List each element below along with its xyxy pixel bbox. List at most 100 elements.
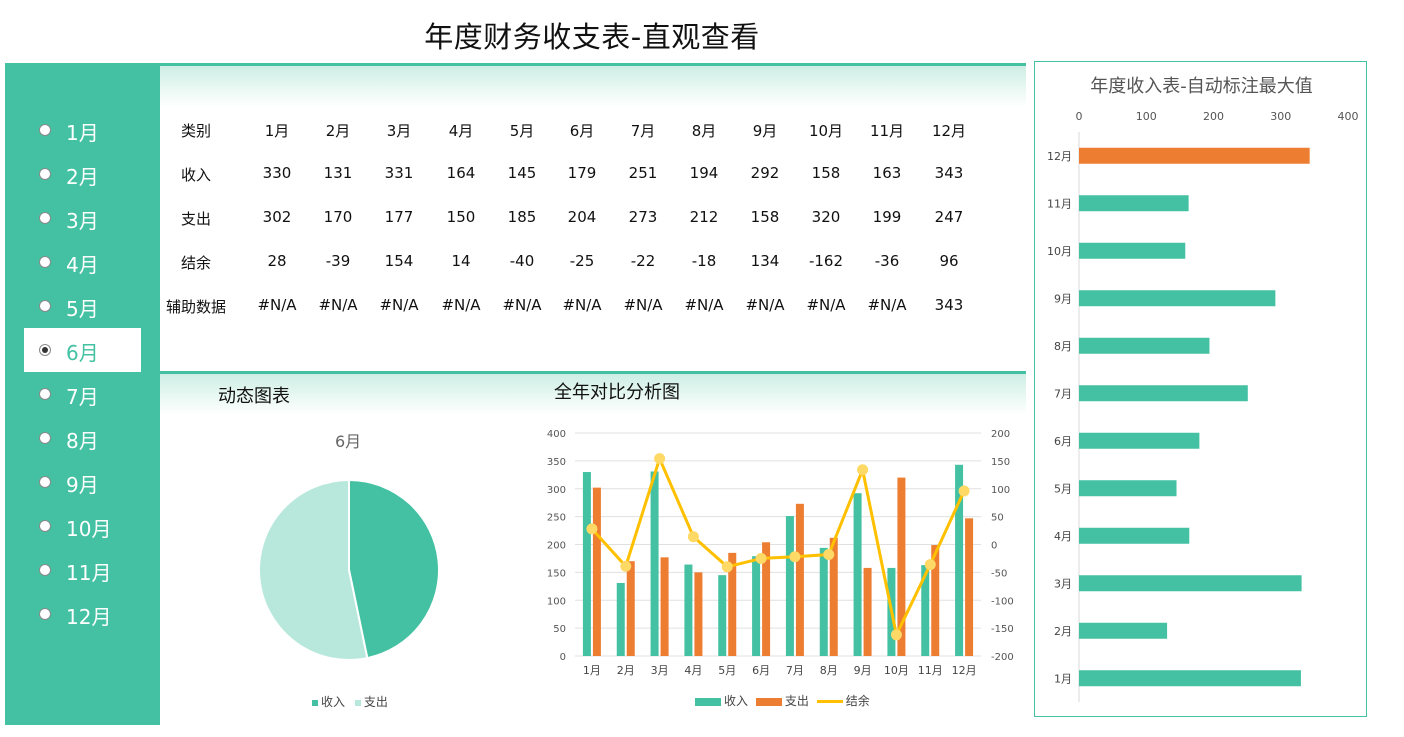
month-option-9[interactable]: 9月 xyxy=(24,460,141,504)
table-cell: #N/A xyxy=(379,296,419,314)
month-option-7[interactable]: 7月 xyxy=(24,372,141,416)
combo-chart-svg: 0 50 100 150 200 250 300 350 400 -200 -150 -100 -50 0… xyxy=(547,429,1014,677)
row-header: 收入 xyxy=(180,166,211,184)
income-bar xyxy=(1079,290,1276,307)
y2-tick-label: -50 xyxy=(991,568,1007,579)
expense-bar xyxy=(694,572,703,656)
month-option-label: 6月 xyxy=(66,341,99,365)
table-cell: -39 xyxy=(325,252,351,270)
income-bar xyxy=(1079,670,1301,687)
radio-button[interactable] xyxy=(39,608,51,620)
table-cell: 150 xyxy=(446,208,476,226)
comparison-combo-chart: 0 50 100 150 200 250 300 350 400 -200 -150 -100 -50 0… xyxy=(540,420,1030,720)
y-tick-label: 2月 xyxy=(1054,625,1072,638)
x-tick-label: 100 xyxy=(1136,110,1157,123)
table-cell: -36 xyxy=(874,252,900,270)
pie-chart-svg xyxy=(258,478,440,661)
income-bar xyxy=(650,471,659,656)
radio-button[interactable] xyxy=(39,256,51,268)
pie-legend: 收入 支出 xyxy=(312,693,388,710)
table-cell: 158 xyxy=(811,164,841,182)
table-cell: #N/A xyxy=(745,296,785,314)
table-cell: #N/A xyxy=(257,296,297,314)
expense-bar xyxy=(829,537,838,656)
radio-button[interactable] xyxy=(39,564,51,576)
annual-income-bar-chart: 年度收入表-自动标注最大值 0 100 200 300 400 1月 2月 3月 4月 5月 6月 7… xyxy=(1034,61,1367,717)
legend-income-swatch xyxy=(312,699,318,706)
expense-bar xyxy=(762,542,771,656)
radio-button[interactable] xyxy=(39,432,51,444)
expense-bar xyxy=(965,518,974,656)
income-bar xyxy=(616,582,625,656)
balance-point xyxy=(654,453,666,465)
month-option-5[interactable]: 5月 xyxy=(24,284,141,328)
radio-button[interactable] xyxy=(39,168,51,180)
radio-button[interactable] xyxy=(39,344,51,356)
page-title: 年度财务收支表-直观查看 xyxy=(424,20,760,54)
y2-tick-label: 50 xyxy=(991,513,1004,524)
y-tick-label: 8月 xyxy=(1054,340,1072,353)
table-cell: 3月 xyxy=(386,122,412,140)
month-option-label: 12月 xyxy=(66,605,112,629)
y-tick-label: 4月 xyxy=(1054,530,1072,543)
radio-button[interactable] xyxy=(39,300,51,312)
table-row: 收入 330 131 331 164 145 179 251 194 292 158 163 343 xyxy=(160,152,1020,196)
income-bar xyxy=(1079,337,1210,354)
table-row: 辅助数据 #N/A #N/A #N/A #N/A #N/A #N/A #N/A #N/A #N/A… xyxy=(160,284,1020,328)
table-cell: -25 xyxy=(569,252,595,270)
month-option-10[interactable]: 10月 xyxy=(24,504,141,548)
table-cell: 343 xyxy=(934,164,964,182)
x-tick-label: 8月 xyxy=(820,664,838,677)
dynamic-pie-chart: 6月 收入 支出 xyxy=(160,420,540,720)
month-option-8[interactable]: 8月 xyxy=(24,416,141,460)
month-option-2[interactable]: 2月 xyxy=(24,152,141,196)
table-cell: 8月 xyxy=(691,122,717,140)
radio-button[interactable] xyxy=(39,124,51,136)
table-cell: 302 xyxy=(262,208,292,226)
radio-button[interactable] xyxy=(39,476,51,488)
balance-point xyxy=(789,551,801,563)
combo-legend-balance: 结余 xyxy=(845,694,870,708)
month-option-11[interactable]: 11月 xyxy=(24,548,141,592)
y-tick-label: 3月 xyxy=(1054,577,1072,590)
legend-expense-swatch xyxy=(755,697,782,706)
table-cell: 1月 xyxy=(264,122,290,140)
x-tick-label: 3月 xyxy=(651,664,669,677)
combo-legend-income: 收入 xyxy=(724,694,749,708)
table-row: 结余 28 -39 154 14 -40 -25 -22 -18 134 -162 -36 96 xyxy=(160,240,1020,284)
month-option-1[interactable]: 1月 xyxy=(24,108,141,152)
month-option-4[interactable]: 4月 xyxy=(24,240,141,284)
income-bar xyxy=(1079,242,1186,259)
income-bar xyxy=(582,472,591,656)
radio-button[interactable] xyxy=(39,520,51,532)
income-bar xyxy=(955,464,964,656)
expense-bar xyxy=(863,567,872,656)
table-cell: 14 xyxy=(451,252,471,270)
table-cell: 204 xyxy=(567,208,597,226)
balance-line xyxy=(590,454,966,640)
month-option-3[interactable]: 3月 xyxy=(24,196,141,240)
table-cell: 28 xyxy=(267,252,287,270)
table-cell: 164 xyxy=(446,164,476,182)
month-option-6[interactable]: 6月 xyxy=(24,328,141,372)
income-bar xyxy=(1079,527,1190,544)
x-tick-label: 0 xyxy=(1076,110,1083,123)
chart-header-band xyxy=(160,371,1026,415)
legend-balance-swatch xyxy=(816,700,843,703)
radio-button[interactable] xyxy=(39,212,51,224)
balance-point xyxy=(857,464,869,476)
radio-button[interactable] xyxy=(39,388,51,400)
income-bar xyxy=(1079,385,1248,402)
pie-legend-expense: 支出 xyxy=(363,695,388,709)
table-cell: 212 xyxy=(689,208,719,226)
table-cell: 170 xyxy=(323,208,353,226)
income-bar xyxy=(1079,147,1310,164)
month-option-12[interactable]: 12月 xyxy=(24,592,141,636)
y2-tick-label: 0 xyxy=(991,541,997,552)
hbar-chart-svg: 0 100 200 300 400 1月 2月 3月 4月 5月 6月 7月 8月 9月 10月 11月 12月 xyxy=(1047,110,1359,702)
income-bar xyxy=(819,547,828,656)
x-tick-label: 6月 xyxy=(752,664,770,677)
balance-point xyxy=(823,549,835,561)
y-tick-label: 150 xyxy=(547,568,566,579)
y-tick-label: 100 xyxy=(547,596,566,607)
